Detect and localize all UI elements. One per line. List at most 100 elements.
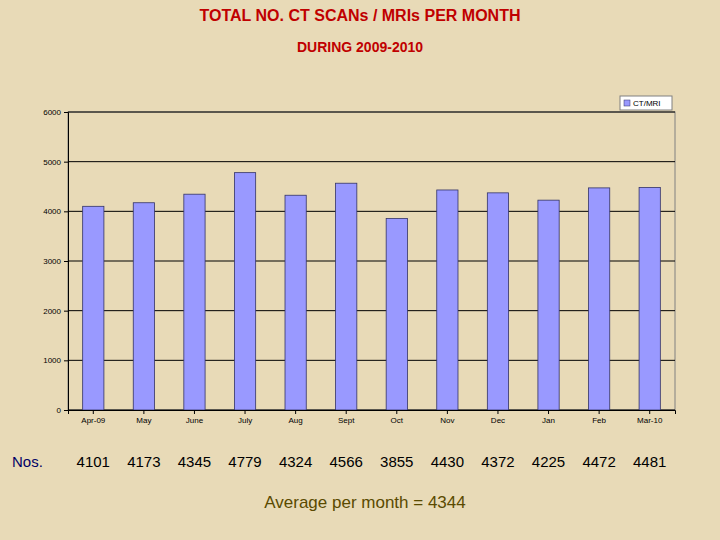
legend-label: CT/MRI [633, 99, 661, 108]
x-tick-label: Jan [542, 416, 555, 425]
x-tick-mark [143, 410, 144, 414]
grid-line [68, 360, 675, 361]
x-tick: Oct [391, 410, 404, 425]
y-tick-mark [64, 410, 68, 411]
y-tick-mark [64, 360, 68, 361]
y-tick: 0 [57, 406, 68, 415]
x-tick-label: Apr-09 [81, 416, 106, 425]
x-tick: Nov [440, 410, 454, 425]
bar [487, 193, 508, 410]
data-label: 3855 [380, 453, 413, 470]
x-tick-label: Oct [391, 416, 404, 425]
grid-line [68, 310, 675, 311]
x-tick-label: Dec [491, 416, 505, 425]
y-tick-label: 1000 [43, 356, 61, 365]
x-tick: Feb [592, 410, 606, 425]
y-tick-mark [64, 311, 68, 312]
x-tick: Aug [289, 410, 303, 425]
x-tick-mark [649, 410, 650, 414]
y-tick-label: 2000 [43, 307, 61, 316]
data-label: 4345 [178, 453, 211, 470]
bars [83, 173, 661, 410]
grid-line [68, 261, 675, 262]
data-label: 4372 [481, 453, 514, 470]
data-label: 4173 [127, 453, 160, 470]
y-axis: 0 1000 2000 3000 4000 5000 6000 [43, 108, 68, 415]
grid [68, 112, 675, 410]
x-tick-mark [194, 410, 195, 414]
bar [437, 190, 458, 410]
annotation: Average per month = 4344 [264, 493, 465, 512]
bar [589, 188, 610, 410]
chart: TOTAL NO. CT SCANs / MRIs PER MONTH DURIN… [0, 0, 720, 540]
bar [133, 203, 154, 410]
x-tick: June [186, 410, 204, 425]
bar [234, 173, 255, 410]
x-tick-label: Nov [440, 416, 454, 425]
y-tick: 6000 [43, 108, 68, 117]
y-tick-mark [64, 261, 68, 262]
legend-swatch [624, 100, 630, 106]
grid-line [68, 112, 675, 113]
bar [639, 187, 660, 410]
annotation: Nos. [12, 453, 43, 470]
x-tick: Apr-09 [81, 410, 106, 425]
y-tick-label: 3000 [43, 257, 61, 266]
data-label: 4566 [330, 453, 363, 470]
y-tick-label: 6000 [43, 108, 61, 117]
x-tick-label: Aug [289, 416, 303, 425]
x-axis: Apr-09 May June July Aug Sept Oct Nov Dec Jan Feb M… [69, 410, 676, 425]
y-tick: 1000 [43, 356, 68, 365]
x-tick: Jan [542, 410, 555, 425]
x-tick-label: June [186, 416, 204, 425]
legend: CT/MRI [620, 96, 672, 110]
x-tick-mark [548, 410, 549, 414]
legend-box [620, 96, 672, 110]
data-label: 4324 [279, 453, 312, 470]
bar [285, 195, 306, 410]
x-tick-mark [93, 410, 94, 414]
y-tick: 5000 [43, 158, 68, 167]
y-tick: 4000 [43, 207, 68, 216]
x-tick-mark [447, 410, 448, 414]
subtitle: DURING 2009-2010 [297, 39, 423, 55]
y-tick-mark [64, 211, 68, 212]
y-tick: 3000 [43, 257, 68, 266]
bar [83, 206, 104, 410]
data-label: 4101 [77, 453, 110, 470]
x-tick-label: Mar-10 [637, 416, 663, 425]
x-tick-label: July [238, 416, 252, 425]
x-tick-mark [599, 410, 600, 414]
y-axis-line [64, 113, 69, 411]
bar [184, 194, 205, 410]
x-axis-line [69, 411, 676, 415]
y-tick-mark [64, 162, 68, 163]
y-tick-label: 0 [57, 406, 62, 415]
grid-line [68, 161, 675, 162]
y-tick-mark [64, 112, 68, 113]
x-tick: Dec [491, 410, 505, 425]
x-tick-mark [396, 410, 397, 414]
x-tick: Sept [338, 410, 355, 425]
x-tick: Mar-10 [637, 410, 663, 425]
data-label: 4481 [633, 453, 666, 470]
bar [386, 219, 407, 410]
x-tick-mark [497, 410, 498, 414]
x-tick-mark [245, 410, 246, 414]
data-label: 4430 [431, 453, 464, 470]
x-tick-mark [295, 410, 296, 414]
data-label: 4225 [532, 453, 565, 470]
y-tick-label: 4000 [43, 207, 61, 216]
y-tick-label: 5000 [43, 158, 61, 167]
x-tick-mark [346, 410, 347, 414]
x-tick-label: May [136, 416, 151, 425]
data-labels: 4101417343454779432445663855443043724225… [77, 453, 667, 470]
bar [538, 200, 559, 410]
plot-frame [68, 112, 675, 410]
data-label: 4472 [582, 453, 615, 470]
bar [336, 183, 357, 410]
x-tick: July [238, 410, 252, 425]
x-tick-label: Feb [592, 416, 606, 425]
grid-line [68, 211, 675, 212]
title: TOTAL NO. CT SCANs / MRIs PER MONTH [200, 7, 521, 24]
